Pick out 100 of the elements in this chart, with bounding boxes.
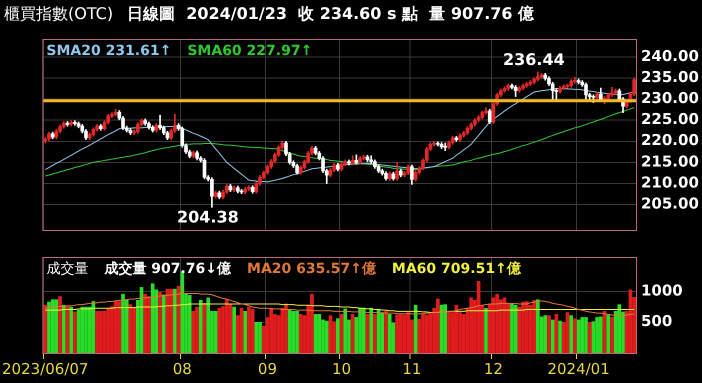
bar [280,308,284,353]
bar [576,320,580,353]
bar [421,314,425,353]
y-tick-label: 225.00 [641,110,699,128]
y-tick-label: 500 [641,312,672,330]
bar [102,310,106,353]
bar [240,308,244,353]
bar [514,304,518,353]
bar [150,283,154,353]
bar [476,280,480,353]
legend-title: 成交量 [46,261,88,277]
bar [402,314,406,353]
chart-title: 櫃買指數(OTC) [4,4,114,23]
bar [343,308,348,353]
bar [366,314,370,353]
bar [524,301,529,353]
annotation: 204.38 [177,207,239,226]
bar [284,304,288,353]
bar [521,302,525,353]
text: SMA20 231.61↑ [46,43,172,59]
bar [502,298,506,353]
bar [384,310,388,353]
bar [58,296,62,353]
bar [143,294,148,353]
bar [443,304,448,353]
y-tick-label: 235.00 [641,68,699,86]
series-label: 成交量 907.76↓億 [104,261,232,277]
bar [98,310,103,353]
x-tick-label: 2024/01 [547,360,610,378]
bar [73,312,77,353]
chart-subtitle: 日線圖 2024/01/23 收 234.60 s 點 量 907.76 億 [127,4,534,23]
bar [598,316,603,353]
bar [380,312,384,353]
x-tick-label: 2023/06/07 [2,360,88,378]
bar [573,318,577,353]
bar [254,322,258,353]
bar [440,304,444,353]
bar [162,294,166,353]
y-tick-label: 230.00 [641,89,699,107]
bar [436,298,440,353]
bar [173,288,177,353]
bar [610,317,614,353]
text: MA60 709.51↑億 [392,261,521,277]
bar [350,314,354,353]
y-tick-label: 220.00 [641,131,699,150]
bar [43,304,48,353]
bar [121,294,125,353]
bar [566,312,570,353]
bar [414,304,418,353]
bar [606,314,610,353]
bar [554,314,558,353]
bar [195,306,199,353]
bar [50,299,54,353]
bar [250,309,254,353]
y-tick-label: 240.00 [641,46,699,65]
bar [247,306,251,353]
annotation: 236.44 [502,50,565,70]
bar [198,300,203,353]
bar [228,304,232,353]
bar [406,312,410,353]
bar [298,314,303,353]
bar [258,322,262,353]
bar [76,310,80,353]
bar [447,310,451,353]
series-label: MA20 635.57↑億 [247,261,376,277]
bar [66,306,70,353]
bar [358,308,362,353]
bar [376,309,380,353]
bar [158,292,162,353]
bar [454,304,458,353]
bar [188,295,192,353]
bar [176,286,180,353]
bar [602,310,606,353]
bar [169,288,173,353]
bar [398,314,403,353]
bar [310,294,314,353]
bar [128,304,132,353]
bar [192,310,196,353]
bar [69,306,73,353]
y-tick-label: 215.00 [641,152,699,170]
bar [206,298,210,353]
y-tick-label: 210.00 [641,173,699,192]
bar [547,315,551,353]
bar [62,304,66,353]
bar [54,299,58,353]
bar [495,294,499,353]
bar [595,317,599,353]
bar [202,303,206,353]
bar [584,317,588,353]
bar [80,306,84,353]
bar [628,290,632,353]
bar [314,314,318,353]
bar [95,310,99,353]
bar [132,308,136,353]
bar [580,317,584,353]
bar [147,296,151,353]
bar [328,315,332,353]
bar [269,308,274,353]
bar [369,308,374,353]
bar [217,308,222,353]
